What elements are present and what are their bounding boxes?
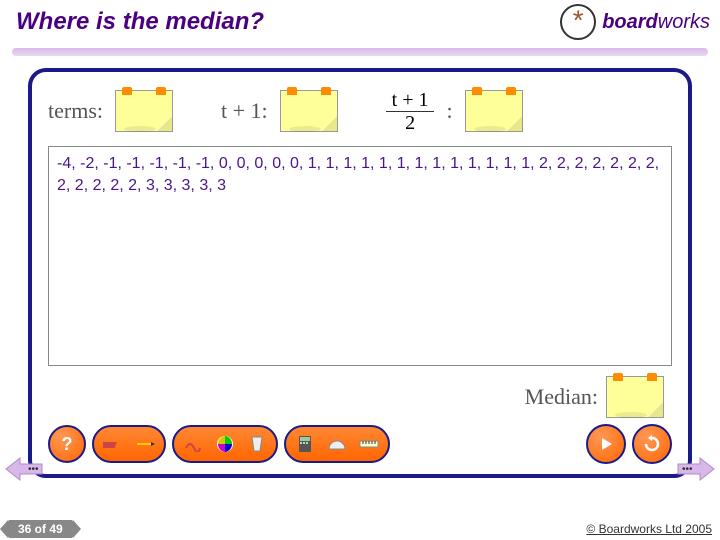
logo-group: boardworks — [560, 4, 710, 40]
ruler-icon[interactable] — [354, 429, 384, 459]
eraser-icon[interactable] — [98, 429, 128, 459]
main-panel: terms: t + 1: t + 1 2 : -4, -2, -1, -1, … — [28, 68, 692, 478]
help-button[interactable]: ? — [48, 425, 86, 463]
tool-group-2 — [172, 425, 278, 463]
median-label: Median: — [525, 384, 598, 410]
page-indicator: 36 of 49 — [8, 520, 73, 538]
pencil-icon[interactable] — [130, 429, 160, 459]
fraction-label: t + 1 2 — [386, 89, 435, 134]
toolbar: ? — [48, 424, 672, 464]
tool-group-3 — [284, 425, 390, 463]
median-row: Median: — [525, 376, 664, 418]
sticky-median[interactable] — [606, 376, 664, 418]
terms-label: terms: — [48, 98, 103, 124]
sticky-terms[interactable] — [115, 90, 173, 132]
svg-text:•••: ••• — [682, 464, 693, 475]
boardworks-logo: boardworks — [602, 11, 710, 34]
next-slide-arrow[interactable]: ••• — [676, 454, 716, 484]
cup-icon[interactable] — [242, 429, 272, 459]
formula-row: terms: t + 1: t + 1 2 : — [48, 84, 672, 138]
footer: 36 of 49 © Boardworks Ltd 2005 — [0, 518, 720, 540]
next-button[interactable] — [586, 424, 626, 464]
undo-button[interactable] — [632, 424, 672, 464]
compass-icon — [560, 4, 596, 40]
color-wheel-icon[interactable] — [210, 429, 240, 459]
tool-group-1 — [92, 425, 166, 463]
protractor-icon[interactable] — [322, 429, 352, 459]
prev-slide-arrow[interactable]: ••• — [4, 454, 44, 484]
copyright: © Boardworks Ltd 2005 — [586, 522, 712, 536]
calculator-icon[interactable] — [290, 429, 320, 459]
sticky-tplus1[interactable] — [280, 90, 338, 132]
sticky-fraction[interactable] — [465, 90, 523, 132]
tplus1-label: t + 1: — [221, 98, 268, 124]
wave-icon[interactable] — [178, 429, 208, 459]
fraction-colon: : — [446, 98, 452, 124]
data-box: -4, -2, -1, -1, -1, -1, -1, 0, 0, 0, 0, … — [48, 146, 672, 366]
svg-text:•••: ••• — [28, 464, 39, 475]
header-divider — [12, 48, 708, 56]
